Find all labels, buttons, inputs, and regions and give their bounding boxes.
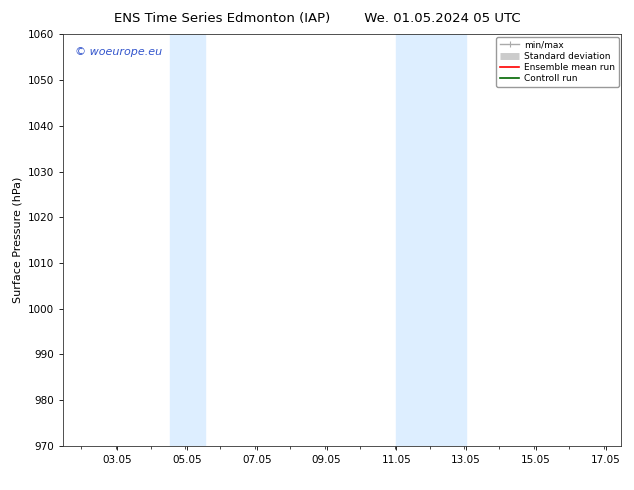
Text: © woeurope.eu: © woeurope.eu [75, 47, 162, 57]
Bar [396, 34, 466, 446]
Bar [170, 34, 205, 446]
Y-axis label: Surface Pressure (hPa): Surface Pressure (hPa) [13, 177, 23, 303]
Text: ENS Time Series Edmonton (IAP)        We. 01.05.2024 05 UTC: ENS Time Series Edmonton (IAP) We. 01.05… [113, 12, 521, 25]
Legend: min/max, Standard deviation, Ensemble mean run, Controll run: min/max, Standard deviation, Ensemble me… [496, 37, 619, 87]
